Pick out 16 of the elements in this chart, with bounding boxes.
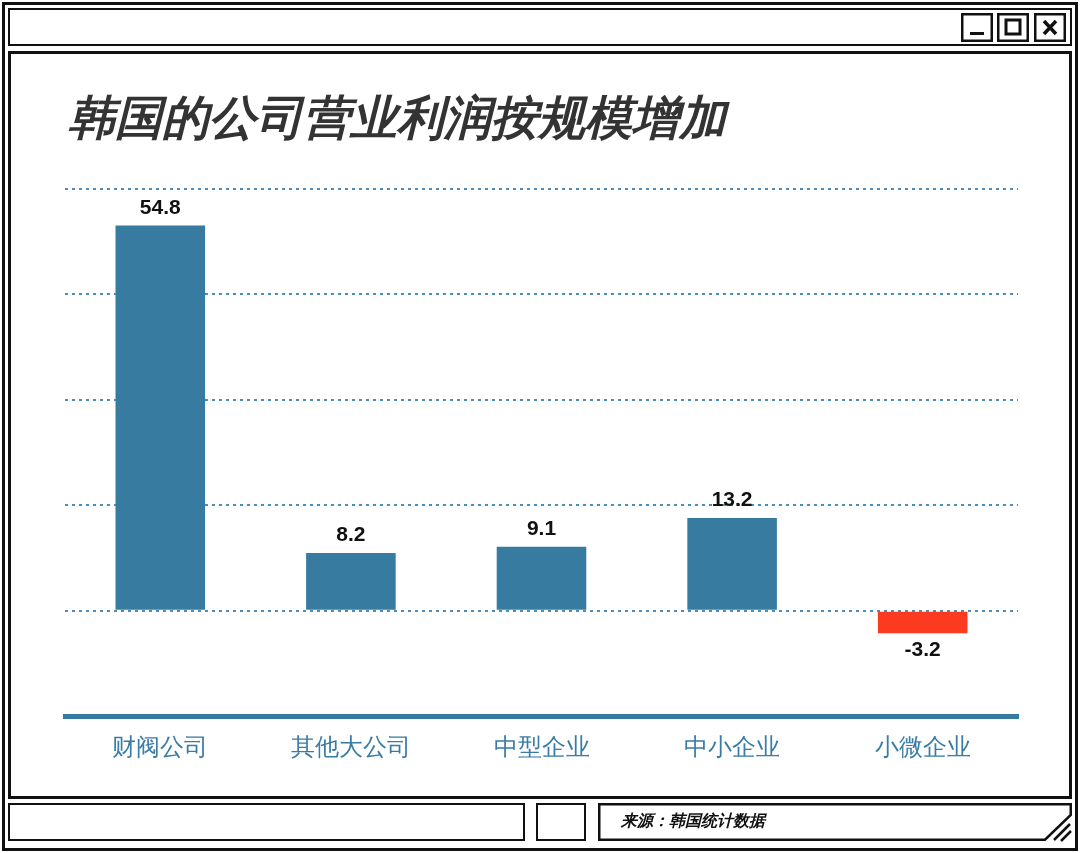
data-label: 13.2 — [711, 487, 753, 511]
x-tick-label: 财阀公司 — [112, 732, 209, 761]
x-tick-label: 中小企业 — [684, 732, 781, 761]
data-label: 54.8 — [139, 194, 182, 218]
source-note: 来源：韩国统计数据 — [621, 810, 765, 832]
x-tick-label: 小微企业 — [874, 732, 971, 761]
data-label: 8.2 — [336, 522, 366, 546]
data-label: 9.1 — [526, 516, 557, 540]
bar — [306, 553, 396, 610]
data-label: -3.2 — [904, 636, 941, 660]
x-tick-label: 其他大公司 — [290, 732, 411, 761]
x-tick-label: 中型企业 — [493, 732, 590, 761]
bar — [115, 225, 206, 610]
bar — [687, 517, 777, 610]
bar — [496, 546, 587, 610]
bar — [877, 611, 968, 634]
